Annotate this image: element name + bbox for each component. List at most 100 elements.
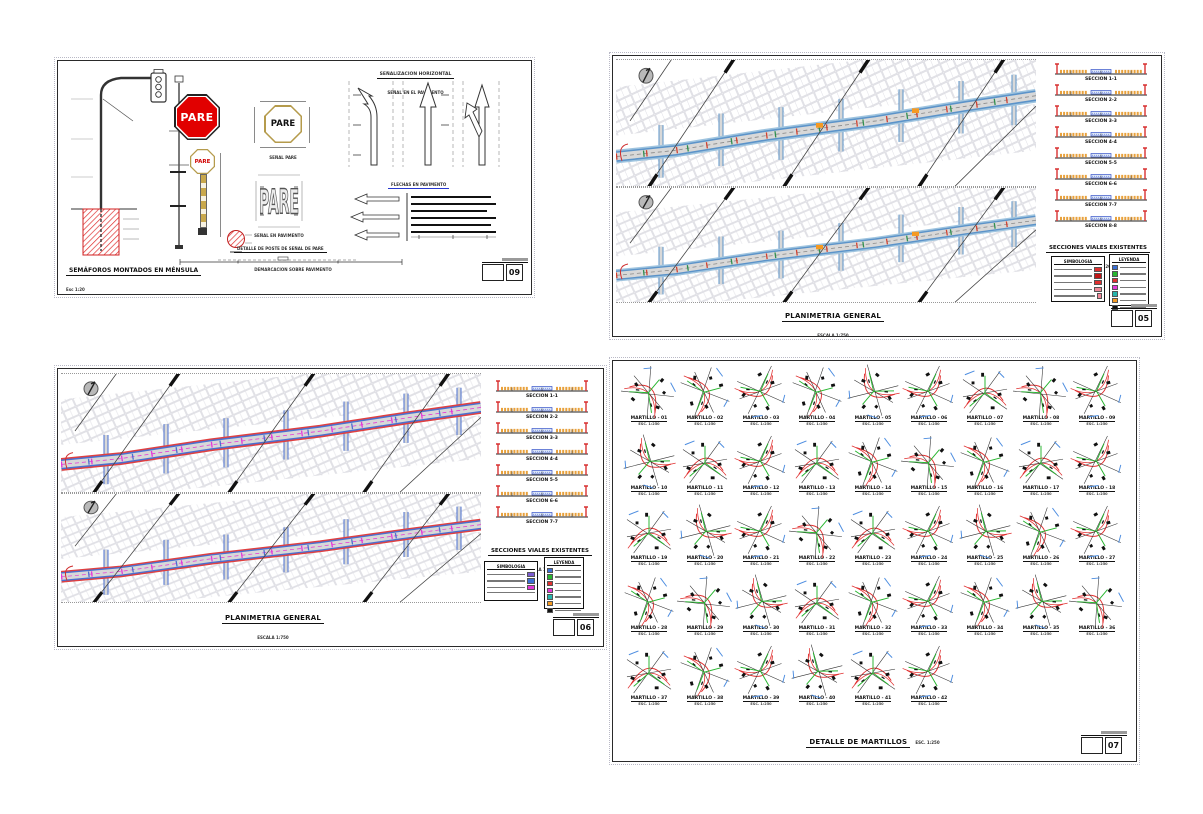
martillo-detail: MARTILLO - 22 ESC. 1:250	[788, 505, 845, 579]
road-section-item: SECCION 5-5	[1045, 146, 1157, 167]
plan-title-wrap: PLANIMETRIA GENERAL ESCALA 1:750	[733, 303, 933, 341]
perfil-caption: DEMARCACION SOBRE PAVIMENTO	[254, 267, 332, 272]
road-sections-column: SECCION 1-1 SECCION 2-2	[486, 379, 598, 526]
martillo-detail: MARTILLO - 19 ESC. 1:250	[621, 509, 677, 579]
martillo-detail: MARTILLO - 03 ESC. 1:250	[733, 365, 789, 439]
title-block: 06	[553, 613, 599, 636]
road-section-item: SECCION 6-6	[486, 484, 598, 505]
martillo-detail: MARTILLO - 13 ESC. 1:250	[789, 439, 845, 509]
martillo-detail: MARTILLO - 35 ESC. 1:250	[1013, 574, 1069, 649]
martillo-detail: MARTILLO - 16 ESC. 1:250	[957, 437, 1013, 509]
title-block: 09	[482, 258, 528, 281]
signage-main-title: SEMÁFOROS MONTADOS EN MÉNSULA	[66, 267, 202, 276]
road-profile-drawing	[179, 256, 403, 265]
road-sections-column: SECCION 1-1 SECCION 2-2	[1045, 62, 1157, 230]
martillo-detail: MARTILLO - 41 ESC. 1:250	[845, 649, 901, 719]
martillo-detail: MARTILLO - 04 ESC. 1:250	[789, 367, 845, 439]
senal-pavimento-caption: SEÑAL EN PAVIMENTO	[254, 233, 304, 238]
dimension-tick	[170, 171, 186, 173]
martillo-detail: MARTILLO - 14 ESC. 1:250	[845, 437, 901, 509]
legend-simbologia: SIMBOLOGIA	[484, 561, 538, 601]
pare-sign-face: PARE	[177, 97, 217, 137]
plan-title: PLANIMETRIA GENERAL	[781, 312, 885, 322]
martillo-detail: MARTILLO - 29 ESC. 1:250	[676, 575, 733, 649]
martillos-title-wrap: DETALLE DE MARTILLOS ESC. 1:250	[753, 729, 993, 748]
pare-sign-ring: PARE	[175, 95, 219, 139]
pavement-arrow-details	[348, 81, 500, 167]
road-section-item: SECCION 4-4	[486, 442, 598, 463]
sections-title-wrap: SECCIONES VIALES EXISTENTES ESCALA 1:200	[480, 537, 600, 575]
sheet-signage-details[interactable]: PARE PARE PARE SEÑAL PARE	[54, 57, 535, 298]
martillo-detail: MARTILLO - 26 ESC. 1:250	[1013, 507, 1069, 579]
dim-left	[254, 107, 255, 143]
title-block: 07	[1081, 731, 1127, 754]
dimension-tick	[170, 205, 186, 207]
flechas-pavement-diagram	[349, 193, 496, 241]
martillo-detail: MARTILLO - 31 ESC. 1:250	[789, 579, 845, 649]
signage-main-scale: Esc 1:20	[66, 287, 85, 292]
sheet-martillos-details[interactable]: MARTILLO - 01 ESC. 1:250 MARTILLO - 02	[609, 357, 1140, 765]
title-block-note	[502, 258, 528, 261]
sheet-number: 09	[506, 264, 523, 281]
road-section-item: SECCION 2-2	[486, 400, 598, 421]
martillo-detail: MARTILLO - 15 ESC. 1:250	[900, 435, 957, 509]
title-block-logo-cell	[482, 264, 504, 281]
pare-sign-on-post-drawing: PARE	[170, 149, 224, 237]
martillo-detail: MARTILLO - 37 ESC. 1:250	[621, 649, 677, 719]
martillo-detail: MARTILLO - 42 ESC. 1:250	[901, 645, 957, 719]
martillo-detail: MARTILLO - 10 ESC. 1:250	[621, 434, 677, 509]
martillo-detail: MARTILLO - 28 ESC. 1:250	[621, 577, 677, 649]
martillo-detail: MARTILLO - 23 ESC. 1:250	[845, 509, 901, 579]
road-section-item: SECCION 4-4	[1045, 125, 1157, 146]
martillo-detail: MARTILLO - 34 ESC. 1:250	[957, 577, 1013, 649]
dim-bottom	[260, 147, 306, 148]
title-block: 05	[1111, 304, 1157, 327]
senal-pare-caption: SEÑAL PARE	[269, 155, 297, 160]
sections-scale: ESCALA 1:200	[524, 567, 556, 572]
sign-post-shaft	[200, 174, 207, 228]
pare-octagon-face: PARE	[265, 106, 301, 142]
plan-scale: ESCALA 1:750	[257, 635, 289, 640]
plan-strip-lower	[61, 493, 481, 603]
legend-simbologia: SIMBOLOGIA	[1051, 256, 1105, 302]
post-dimension-line	[220, 153, 221, 237]
pare-stop-sign: PARE	[174, 94, 220, 140]
plan-scale: ESCALA 1:750	[817, 333, 849, 338]
plan-strip-upper	[61, 373, 481, 493]
sheet-number: 05	[1135, 310, 1152, 327]
pare-octagon-dimension-drawing: PARE	[254, 101, 312, 153]
svg-text:PARE: PARE	[259, 181, 299, 221]
signage-main-title-wrap: SEMÁFOROS MONTADOS EN MÉNSULA Esc 1:20	[66, 257, 202, 295]
martillo-detail: MARTILLO - 25 ESC. 1:250	[957, 504, 1013, 579]
road-section-item: SECCION 1-1	[486, 379, 598, 400]
martillo-detail: MARTILLO - 17 ESC. 1:250	[1013, 439, 1069, 509]
horizontal-signage-header: SEÑALIZACION HORIZONTAL SEÑAL EN EL PAVI…	[358, 60, 473, 98]
sheet-number: 06	[577, 619, 594, 636]
martillo-detail: MARTILLO - 38 ESC. 1:250	[677, 647, 733, 719]
sheet-plan-bottom[interactable]: PLANIMETRIA GENERAL ESCALA 1:750 SECCION…	[54, 365, 607, 650]
martillos-title: DETALLE DE MARTILLOS	[806, 738, 911, 748]
poste-caption: DETALLE DE POSTE DE SEÑAL DE PARE	[234, 246, 327, 253]
flechas-caption: FLECHAS EN PAVIMENTO	[388, 182, 450, 189]
martillo-detail: MARTILLO - 27 ESC. 1:250	[1069, 505, 1125, 579]
road-section-item: SECCION 1-1	[1045, 62, 1157, 83]
martillo-detail: MARTILLO - 33 ESC. 1:250	[901, 575, 957, 649]
road-section-item: SECCION 6-6	[1045, 167, 1157, 188]
plan-strip-lower	[616, 187, 1036, 303]
martillo-detail: MARTILLO - 40 ESC. 1:250	[789, 644, 845, 719]
title-block-logo-cell	[553, 619, 575, 636]
road-section-item: SECCION 2-2	[1045, 83, 1157, 104]
sections-title: SECCIONES VIALES EXISTENTES	[487, 548, 593, 556]
horizontal-header-subtitle: SEÑAL EN EL PAVIMENTO	[387, 90, 444, 95]
martillo-detail: MARTILLO - 20 ESC. 1:250	[677, 504, 733, 579]
dim-right	[309, 107, 310, 143]
sheet-plan-top[interactable]: PLANIMETRIA GENERAL ESCALA 1:750 SECCION…	[609, 52, 1165, 340]
martillo-detail: MARTILLO - 32 ESC. 1:250	[845, 577, 901, 649]
road-section-item: SECCION 3-3	[1045, 104, 1157, 125]
legend-leyenda: LEYENDA	[544, 557, 584, 614]
martillo-detail: MARTILLO - 02 ESC. 1:250	[677, 367, 733, 439]
plan-title-wrap: PLANIMETRIA GENERAL ESCALA 1:750	[173, 605, 373, 643]
pole-section-circle-detail	[227, 230, 252, 253]
martillo-detail: MARTILLO - 18 ESC. 1:250	[1069, 435, 1125, 509]
